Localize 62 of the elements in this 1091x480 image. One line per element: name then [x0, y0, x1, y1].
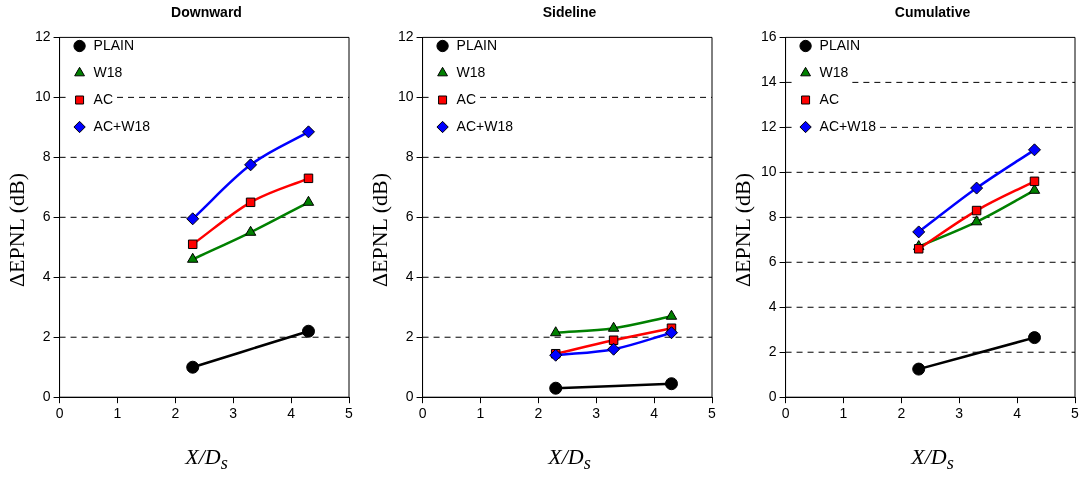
x-tick-label: 4 [287, 405, 296, 422]
x-tick-label: 2 [897, 405, 906, 422]
y-tick-label: 6 [42, 208, 51, 225]
y-tick-label: 10 [397, 88, 414, 105]
x-tick-label: 1 [113, 405, 122, 422]
y-tick-label: 6 [768, 253, 777, 270]
x-tick-label: 1 [839, 405, 848, 422]
y-tick-label: 6 [405, 208, 414, 225]
x-tick-label: 4 [650, 405, 659, 422]
y-tick-label: 10 [760, 163, 777, 180]
x-tick-label: 2 [534, 405, 543, 422]
y-tick-label: 12 [760, 118, 777, 135]
x-tick-label: 3 [229, 405, 238, 422]
x-tick-label: 5 [345, 405, 354, 422]
legend-label: AC+W18 [456, 117, 514, 134]
y-axis-title: ΔEPNL (dB) [730, 172, 756, 288]
x-tick-label: 4 [1013, 405, 1022, 422]
y-tick-label: 4 [405, 268, 414, 285]
y-axis-title: ΔEPNL (dB) [367, 172, 393, 288]
y-tick-label: 4 [42, 268, 51, 285]
x-tick-label: 0 [418, 405, 427, 422]
y-tick-label: 12 [397, 28, 414, 45]
y-tick-label: 8 [405, 148, 414, 165]
y-tick-label: 10 [34, 88, 51, 105]
legend-label: PLAIN [819, 36, 861, 53]
y-axis-title: ΔEPNL (dB) [4, 172, 30, 288]
y-tick-label: 0 [42, 388, 51, 405]
legend-label: PLAIN [456, 36, 498, 53]
x-axis-title: X/D$_{s}$ [909, 443, 955, 474]
y-tick-label: 2 [768, 343, 777, 360]
legend-label: AC+W18 [93, 117, 151, 134]
legend-label: PLAIN [93, 36, 135, 53]
y-tick-label: 4 [768, 298, 777, 315]
x-axis-title: X/D$_{s}$ [183, 443, 229, 474]
y-tick-label: 12 [34, 28, 51, 45]
y-tick-label: 8 [768, 208, 777, 225]
x-tick-label: 1 [476, 405, 485, 422]
x-tick-label: 5 [708, 405, 717, 422]
x-tick-label: 3 [592, 405, 601, 422]
legend-label: W18 [456, 63, 486, 80]
x-tick-label: 5 [1071, 405, 1080, 422]
x-tick-label: 3 [955, 405, 964, 422]
y-tick-label: 0 [405, 388, 414, 405]
legend-label: AC [456, 90, 477, 107]
y-tick-label: 2 [42, 328, 51, 345]
chart-title: Sideline [541, 4, 598, 20]
legend-label: AC+W18 [819, 117, 877, 134]
y-tick-label: 0 [768, 388, 777, 405]
y-tick-label: 16 [760, 28, 777, 45]
chart-title: Downward [170, 4, 243, 20]
legend-label: W18 [819, 63, 849, 80]
x-tick-label: 2 [171, 405, 180, 422]
chart-title: Cumulative [893, 4, 972, 20]
x-tick-label: 0 [781, 405, 790, 422]
x-axis-title: X/D$_{s}$ [546, 443, 592, 474]
y-tick-label: 14 [760, 73, 777, 90]
legend-label: W18 [93, 63, 123, 80]
legend-label: AC [93, 90, 114, 107]
x-tick-label: 0 [55, 405, 64, 422]
legend-label: AC [819, 90, 840, 107]
y-tick-label: 8 [42, 148, 51, 165]
y-tick-label: 2 [405, 328, 414, 345]
